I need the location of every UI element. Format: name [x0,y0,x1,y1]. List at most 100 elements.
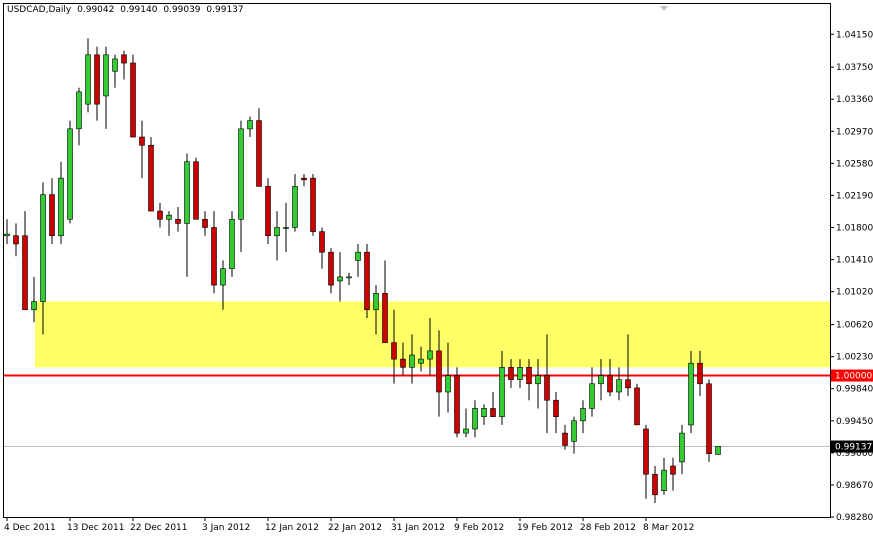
candle [67,120,73,224]
bear-candle-body [391,342,397,360]
bear-candle-body [256,120,262,187]
candle [544,334,550,434]
candle [643,424,649,499]
bear-candle-body [526,367,532,385]
current-price-tag: 0.99137 [831,440,873,453]
bear-candle-body [157,210,163,220]
candle [319,227,325,269]
bull-candle-body [535,375,541,385]
support-price-tag-label: 1.00000 [835,372,872,382]
candle [121,50,127,80]
x-axis: 4 Dec 2011 13 Dec 2011 22 Dec 2011 3 Jan 20… [4,517,694,533]
candle [22,211,28,311]
candles-group [4,38,721,504]
candle [355,243,361,277]
bull-candle-body [427,350,433,360]
candle [652,466,658,504]
bull-candle-body [661,469,667,491]
candle [400,342,406,376]
bear-candle-body [364,251,370,311]
candle [409,334,415,384]
bear-candle-body [139,136,145,146]
bull-candle-body [571,420,577,442]
y-tick-label: 1.03750 [836,63,873,73]
bear-candle-body [436,350,442,393]
bull-candle-body [292,186,298,228]
bear-candle-body [202,218,208,228]
candle [301,174,307,187]
bear-candle-body [211,227,217,286]
bull-candle-body [499,367,505,417]
bear-candle-body [643,428,649,475]
bull-candle-body [229,218,235,269]
candle [382,260,388,343]
bear-candle-body [652,473,658,496]
candle [4,219,10,244]
candle [427,317,433,376]
bull-candle-body [373,293,379,311]
candle [364,243,370,318]
bull-candle-body [166,214,172,220]
candle [535,359,541,409]
candle [112,54,118,88]
bear-candle-body [22,235,28,311]
bull-candle-body [67,128,73,220]
bear-candle-body [634,387,640,426]
candle [688,350,694,434]
bear-candle-body [706,383,712,454]
bull-candle-body [58,177,64,237]
x-tick-label: 12 Jan 2012 [265,523,319,533]
candle [76,87,82,146]
bear-candle-body [382,293,388,343]
bull-candle-body [418,358,424,364]
bull-candle-body [103,54,109,97]
bull-candle-body [679,432,685,463]
support-price-tag-box [831,369,873,382]
bull-candle-body [715,445,721,455]
bear-candle-body [319,231,325,253]
candle [85,38,91,113]
x-tick-label: 22 Dec 2011 [130,523,188,533]
bull-candle-body [76,91,82,130]
candle [436,330,442,417]
candle [706,379,712,462]
y-tick-label: 1.01800 [836,224,873,234]
candle [220,260,226,310]
candle [148,137,154,212]
bear-candle-body [553,399,559,417]
candle [481,404,487,425]
candle [31,276,37,323]
candle [193,157,199,220]
close-price-value: 0.99137 [206,5,244,15]
bull-candle-body [220,268,226,286]
plot-area [3,3,831,518]
y-tick-label: 0.99060 [836,449,873,459]
bear-candle-body [697,362,703,385]
candle [346,272,352,286]
bull-candle-body [409,354,415,368]
candle [670,457,676,491]
x-tick-label: 3 Jan 2012 [202,523,250,533]
low-price-value: 0.99039 [163,5,201,15]
y-tick-label: 0.99450 [836,417,873,427]
candle [697,350,703,397]
candle [373,285,379,335]
bull-candle-body [337,276,343,282]
bear-candle-body [94,54,100,105]
bull-candle-body [472,408,478,430]
bull-candle-body [355,251,361,261]
bear-candle-body [148,144,154,212]
candle [247,116,253,138]
candle [589,367,595,417]
bull-candle-body [274,227,280,237]
y-tick-label: 0.99840 [836,385,873,395]
bull-candle-body [184,161,190,224]
candle [274,211,280,261]
bull-candle-body [616,379,622,393]
candle [625,334,631,397]
candle [13,223,19,257]
candle [58,161,64,244]
candle [283,202,289,253]
bear-candle-body [670,465,676,475]
